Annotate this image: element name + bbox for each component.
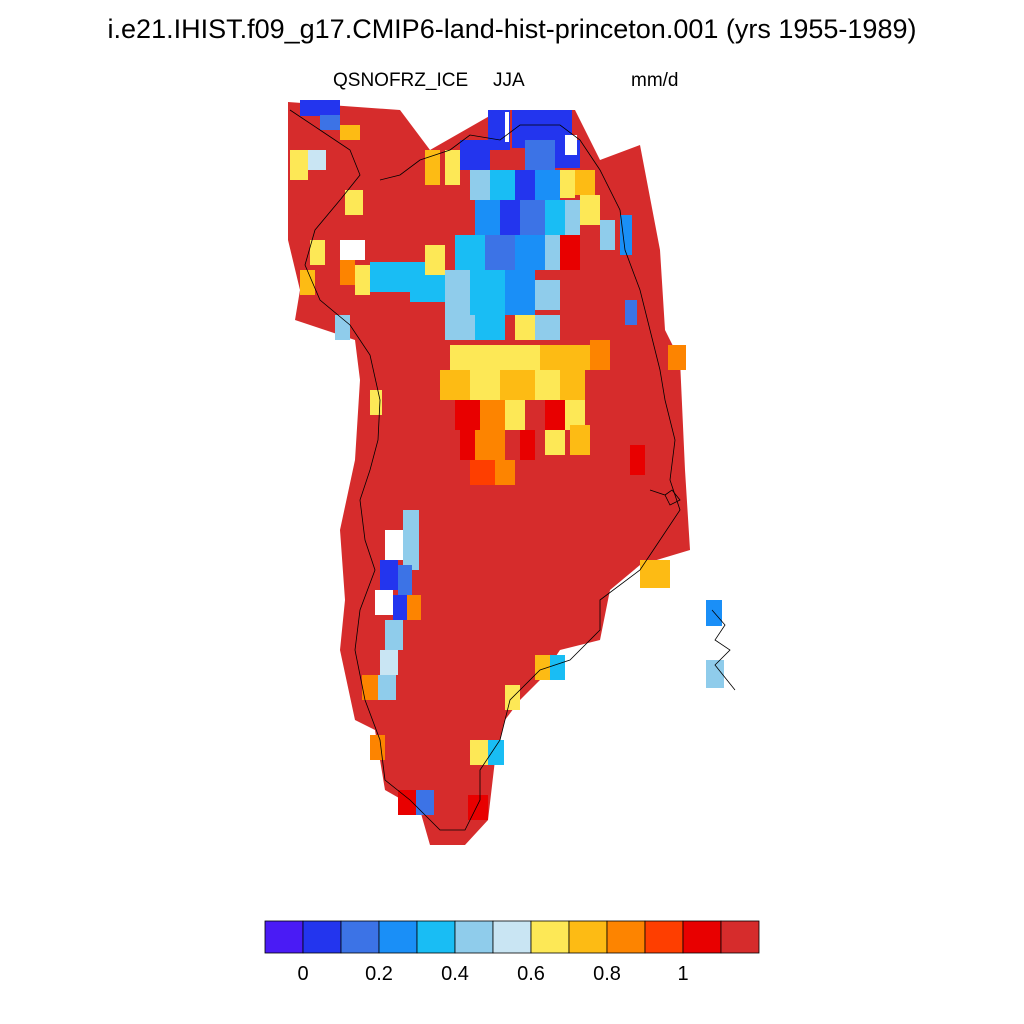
season-label: JJA bbox=[493, 70, 525, 91]
colorbar-box bbox=[454, 920, 494, 954]
colorbar-box bbox=[606, 920, 646, 954]
colorbar-tick-label: 0.4 bbox=[441, 963, 469, 985]
colorbar-box bbox=[682, 920, 722, 954]
colorbar-box bbox=[416, 920, 456, 954]
colorbar-box bbox=[530, 920, 570, 954]
north-low-values bbox=[290, 100, 637, 340]
colorbar-box bbox=[378, 920, 418, 954]
colorbar-box bbox=[644, 920, 684, 954]
colorbar-box bbox=[720, 920, 760, 954]
mid-transition-band bbox=[300, 150, 686, 485]
east-patch bbox=[706, 600, 724, 688]
colorbar-labels: 0 0.2 0.4 0.6 0.8 1 bbox=[297, 963, 688, 985]
variable-label: QSNOFRZ_ICE bbox=[333, 70, 469, 91]
units-label: mm/d bbox=[631, 70, 679, 91]
colorbar-tick-label: 1 bbox=[677, 963, 688, 985]
map-title: i.e21.IHIST.f09_g17.CMIP6-land-hist-prin… bbox=[107, 14, 917, 44]
colorbar-box bbox=[340, 920, 380, 954]
colorbar-tick-label: 0 bbox=[297, 963, 308, 985]
colorbar-box bbox=[264, 920, 304, 954]
colorbar-tick-label: 0.6 bbox=[517, 963, 545, 985]
colorbar-tick-label: 0.8 bbox=[593, 963, 621, 985]
north-missing-streaks bbox=[340, 112, 577, 260]
map-field bbox=[288, 100, 724, 845]
colorbar-box bbox=[302, 920, 342, 954]
colorbar-boxes bbox=[264, 920, 760, 954]
colorbar-tick-label: 0.2 bbox=[365, 963, 393, 985]
colorbar-box bbox=[492, 920, 532, 954]
colorbar-box bbox=[568, 920, 608, 954]
coastline bbox=[289, 109, 736, 831]
